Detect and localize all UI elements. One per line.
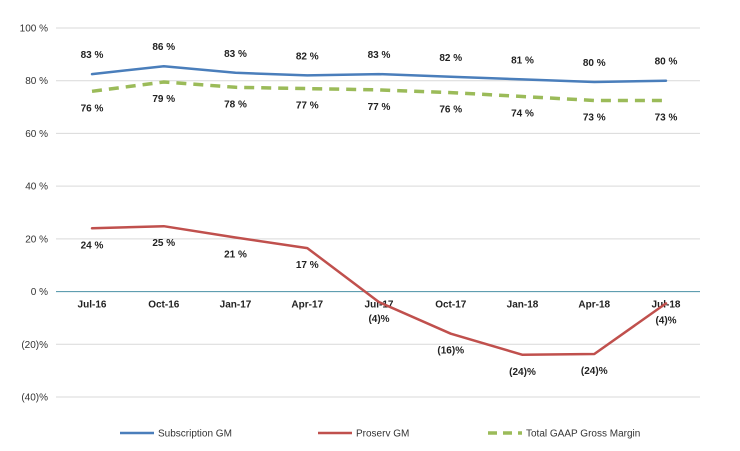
- data-label: 73 %: [655, 112, 678, 123]
- data-label: 83 %: [81, 50, 104, 61]
- x-tick-label: Jan-18: [507, 300, 539, 311]
- data-label: 76 %: [81, 103, 104, 114]
- data-label: 79 %: [152, 94, 175, 105]
- data-label: 83 %: [224, 49, 247, 60]
- y-tick-label: 20 %: [25, 234, 48, 245]
- data-label: (24)%: [509, 367, 536, 378]
- data-label: 24 %: [81, 240, 104, 251]
- data-label: 82 %: [439, 53, 462, 64]
- y-tick-label: 60 %: [25, 129, 48, 140]
- series-line-proserv-gm: [90, 224, 668, 357]
- y-tick-label: 40 %: [25, 182, 48, 193]
- gridlines: [56, 27, 700, 398]
- data-label: 21 %: [224, 250, 247, 261]
- x-axis-ticks: Jul-16 Oct-16 Jan-17 Apr-17 Jul-17 Oct-17 Jan-…: [78, 300, 681, 311]
- data-label: 73 %: [583, 112, 606, 123]
- x-tick-label: Apr-18: [578, 300, 610, 311]
- data-label: 83 %: [368, 50, 391, 61]
- series-lines: [90, 64, 668, 357]
- data-label: 78 %: [224, 99, 247, 110]
- legend-label: Proserv GM: [356, 429, 409, 440]
- x-tick-label: Jul-16: [78, 300, 107, 311]
- data-label: 82 %: [296, 51, 319, 62]
- x-tick-label: Jul-18: [652, 300, 681, 311]
- y-tick-label: 0 %: [31, 287, 48, 298]
- legend-label: Subscription GM: [158, 429, 232, 440]
- y-axis-ticks: 100 % 80 % 60 % 40 % 20 % 0 % (20)% (40)%: [20, 24, 48, 404]
- data-label: (16)%: [437, 346, 464, 357]
- x-tick-label: Oct-17: [435, 300, 467, 311]
- data-label: 80 %: [655, 57, 678, 68]
- y-tick-label: 80 %: [25, 76, 48, 87]
- x-tick-label: Jul-17: [365, 300, 394, 311]
- data-label: 17 %: [296, 260, 319, 271]
- data-label: 86 %: [152, 42, 175, 53]
- series-line-total-gaap-gross-margin: [91, 80, 666, 103]
- data-label: (4)%: [655, 315, 676, 326]
- data-labels: 83 % 86 % 83 % 82 % 83 % 82 % 81 % 80 % 80 % 24 %…: [81, 42, 678, 378]
- y-tick-label: (20)%: [21, 340, 48, 351]
- data-label: 25 %: [152, 238, 175, 249]
- x-tick-label: Jan-17: [220, 300, 252, 311]
- data-label: 80 %: [583, 58, 606, 69]
- data-label: (4)%: [368, 314, 389, 325]
- x-tick-label: Oct-16: [148, 300, 180, 311]
- y-tick-label: (40)%: [21, 393, 48, 404]
- x-tick-label: Apr-17: [291, 300, 323, 311]
- series-line-subscription-gm: [90, 64, 668, 84]
- data-label: 77 %: [368, 102, 391, 113]
- data-label: 81 %: [511, 55, 534, 66]
- y-tick-label: 100 %: [20, 24, 48, 35]
- legend: Subscription GM Proserv GM Total GAAP Gros…: [120, 429, 640, 440]
- legend-label: Total GAAP Gross Margin: [526, 429, 640, 440]
- data-label: (24)%: [581, 366, 608, 377]
- data-label: 74 %: [511, 109, 534, 120]
- data-label: 76 %: [439, 105, 462, 116]
- data-label: 77 %: [296, 101, 319, 112]
